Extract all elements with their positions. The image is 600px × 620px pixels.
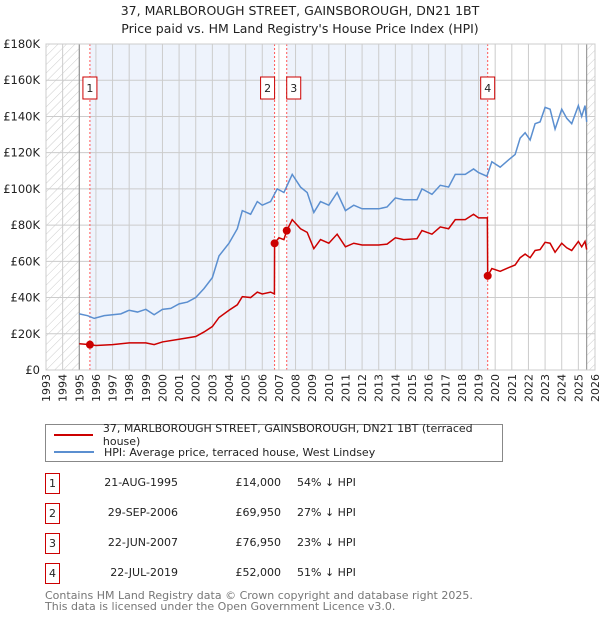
sale-point [483,271,492,280]
x-tick-label: 2006 [256,374,269,402]
sale-point [85,340,94,349]
sale-label-box [260,76,276,100]
sale-label: 4 [484,82,491,95]
x-tick-label: 2017 [439,374,452,402]
x-tick-label: 2013 [373,374,386,402]
legend-line-blue [54,451,94,453]
x-tick-label: 2005 [240,374,253,402]
x-tick-label: 2019 [473,374,486,402]
y-tick-label: £100K [3,182,40,196]
transaction-date: 22-JUN-2007 [107,536,178,549]
x-tick-label: 1996 [90,374,103,402]
x-tick-label: 1993 [40,374,53,402]
y-tick-label: £40K [11,291,41,305]
transaction-price: £76,950 [235,536,282,549]
x-tick-label: 2024 [556,374,569,402]
chart-subtitle: Price paid vs. HM Land Registry's House … [121,21,479,36]
x-tick-label: 2010 [323,374,336,402]
transaction-hpi: 23% ↓ HPI [297,536,356,549]
y-tick-label: £120K [3,146,40,160]
x-tick-label: 2004 [223,374,236,402]
series-line [79,213,588,347]
x-tick-label: 2020 [489,374,502,402]
x-tick-label: 2011 [339,374,352,402]
sale-label-box [82,76,98,100]
y-tick-label: £80K [11,218,41,232]
transaction-number: 1 [45,473,60,494]
legend-item-property: 37, MARLBOROUGH STREET, GAINSBOROUGH, DN… [54,422,502,448]
transaction-date: 21-AUG-1995 [104,476,178,489]
footer-copyright: Contains HM Land Registry data © Crown c… [45,589,473,602]
sale-label: 2 [264,82,271,95]
transaction-price: £14,000 [235,476,282,489]
transaction-price: £52,000 [235,566,282,579]
no-data-hatch [586,44,595,370]
x-tick-label: 2009 [306,374,319,402]
x-tick-label: 1999 [140,374,153,402]
transaction-number: 2 [45,503,60,524]
x-tick-label: 2023 [539,374,552,402]
x-tick-label: 2002 [190,374,203,402]
plot-border [45,43,596,371]
chart-title: 37, MARLBOROUGH STREET, GAINSBOROUGH, DN… [120,3,480,18]
y-tick-label: £20K [11,327,41,341]
y-tick-label: £0 [25,363,40,377]
footer-licence: This data is licensed under the Open Gov… [45,600,396,613]
x-tick-label: 2008 [290,374,303,402]
legend-label: 37, MARLBOROUGH STREET, GAINSBOROUGH, DN… [102,422,473,448]
x-tick-label: 2026 [589,374,600,402]
sale-point [270,239,279,248]
transaction-number: 4 [45,563,60,584]
series-line [79,103,588,320]
sale-label-box [480,76,496,100]
legend-label: HPI: Average price, terraced house, West… [104,445,376,459]
x-tick-label: 1997 [107,374,120,402]
transaction-hpi: 27% ↓ HPI [297,506,356,519]
sale-point [282,226,291,235]
transaction-hpi: 51% ↓ HPI [297,566,356,579]
sale-label: 3 [290,82,297,95]
y-tick-label: £160K [3,73,40,87]
x-tick-label: 1994 [57,374,70,402]
x-tick-label: 2021 [506,374,519,402]
transaction-date: 29-SEP-2006 [107,506,178,519]
x-tick-label: 2016 [423,374,436,402]
transaction-number: 3 [45,533,60,554]
x-tick-label: 2018 [456,374,469,402]
x-tick-label: 1995 [73,374,86,402]
transaction-date: 22-JUL-2019 [110,566,178,579]
transaction-hpi: 54% ↓ HPI [297,476,356,489]
x-tick-label: 2012 [356,374,369,402]
y-tick-label: £60K [11,254,41,268]
transaction-price: £69,950 [235,506,282,519]
y-tick-label: £140K [3,109,40,123]
y-tick-label: £180K [3,37,40,51]
x-tick-label: 2003 [206,374,219,402]
x-tick-label: 2022 [522,374,535,402]
x-tick-label: 1998 [123,374,136,402]
sale-label: 1 [86,82,93,95]
x-tick-label: 2001 [173,374,186,402]
legend-line-red [54,434,93,436]
shaded-period [89,44,275,370]
x-tick-label: 2000 [156,374,169,402]
sale-label-box [286,76,302,100]
legend-item-hpi: HPI: Average price, terraced house, West… [54,444,375,460]
x-tick-label: 2014 [389,374,402,402]
price-chart: 1993 1994 1995 1996 1997 1998 1999 2000 2001 2002… [3,37,600,402]
x-tick-label: 2025 [572,374,585,402]
x-tick-label: 2015 [406,374,419,402]
x-tick-label: 2007 [273,374,286,402]
chart-legend: 37, MARLBOROUGH STREET, GAINSBOROUGH, DN… [45,422,503,462]
